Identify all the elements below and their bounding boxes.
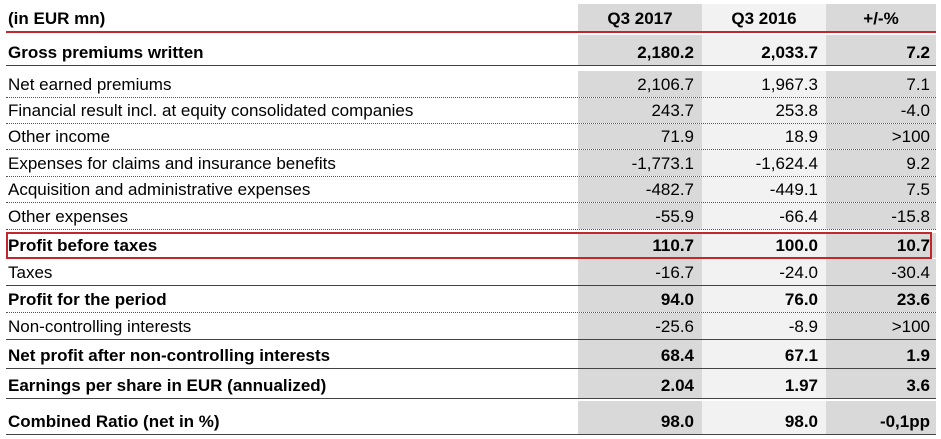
row-label: Other income <box>8 127 111 146</box>
row-label: Net earned premiums <box>8 75 172 94</box>
row-value-change: -4.0 <box>826 98 936 123</box>
row-label: Gross premiums written <box>8 43 204 62</box>
row-value-q3-2016: -24.0 <box>702 259 826 285</box>
row-value-change: >100 <box>826 313 936 339</box>
row-value-q3-2016: -449.1 <box>702 177 826 202</box>
row-value-q3-2017: -1,773.1 <box>578 150 702 176</box>
row-value-change: 10.7 <box>826 233 936 258</box>
row-value-q3-2017: -25.6 <box>578 313 702 339</box>
row-value-q3-2016: 98.0 <box>702 401 826 434</box>
table-row: Other income 71.9 18.9 >100 <box>6 124 936 150</box>
row-value-change: 7.1 <box>826 71 936 97</box>
row-value-q3-2017: 243.7 <box>578 98 702 123</box>
row-value-q3-2016: -1,624.4 <box>702 150 826 176</box>
table-row: Taxes -16.7 -24.0 -30.4 <box>6 259 936 286</box>
table-row-combined-ratio: Combined Ratio (net in %) 98.0 98.0 -0,1… <box>6 401 936 435</box>
row-label: Acquisition and administrative expenses <box>8 180 311 199</box>
row-value-q3-2017: 2.04 <box>578 369 702 398</box>
row-value-q3-2016: -66.4 <box>702 203 826 229</box>
row-value-change: 3.6 <box>826 369 936 398</box>
table-row: Net earned premiums 2,106.7 1,967.3 7.1 <box>6 71 936 98</box>
row-value-q3-2017: -16.7 <box>578 259 702 285</box>
header-col-change: +/-% <box>826 4 936 31</box>
table-row: Expenses for claims and insurance benefi… <box>6 150 936 177</box>
row-label: Financial result incl. at equity consoli… <box>8 101 414 120</box>
row-value-change: 9.2 <box>826 150 936 176</box>
row-value-q3-2017: 71.9 <box>578 124 702 149</box>
row-label: Earnings per share in EUR (annualized) <box>8 376 327 395</box>
table-row: Financial result incl. at equity consoli… <box>6 98 936 124</box>
row-value-q3-2017: -55.9 <box>578 203 702 229</box>
row-label: Non-controlling interests <box>8 317 192 336</box>
row-value-q3-2017: 94.0 <box>578 286 702 312</box>
row-value-q3-2016: 253.8 <box>702 98 826 123</box>
row-value-q3-2016: 1,967.3 <box>702 71 826 97</box>
table-row-profit-before-taxes: Profit before taxes 110.7 100.0 10.7 <box>6 233 936 258</box>
row-value-q3-2016: -8.9 <box>702 313 826 339</box>
header-col-q3-2017: Q3 2017 <box>578 4 702 31</box>
row-value-change: >100 <box>826 124 936 149</box>
row-value-q3-2016: 76.0 <box>702 286 826 312</box>
row-label: Net profit after non-controlling interes… <box>8 346 331 365</box>
row-value-change: -30.4 <box>826 259 936 285</box>
row-value-change: 7.5 <box>826 177 936 202</box>
table-row: Non-controlling interests -25.6 -8.9 >10… <box>6 313 936 340</box>
row-value-q3-2016: 18.9 <box>702 124 826 149</box>
row-value-q3-2016: 67.1 <box>702 340 826 368</box>
row-value-q3-2016: 2,033.7 <box>702 35 826 65</box>
row-value-q3-2017: -482.7 <box>578 177 702 202</box>
row-label: Profit before taxes <box>8 236 158 255</box>
row-value-q3-2017: 98.0 <box>578 401 702 434</box>
row-value-q3-2017: 68.4 <box>578 340 702 368</box>
row-value-q3-2017: 2,106.7 <box>578 71 702 97</box>
row-value-change: 1.9 <box>826 340 936 368</box>
row-value-q3-2016: 100.0 <box>702 233 826 258</box>
row-label: Profit for the period <box>8 290 167 309</box>
row-label: Taxes <box>8 263 53 282</box>
table-row-profit-for-period: Profit for the period 94.0 76.0 23.6 <box>6 286 936 313</box>
row-value-change: 23.6 <box>826 286 936 312</box>
header-col-q3-2016: Q3 2016 <box>702 4 826 31</box>
row-value-q3-2016: 1.97 <box>702 369 826 398</box>
table-header-row: (in EUR mn) Q3 2017 Q3 2016 +/-% <box>6 4 936 33</box>
row-value-q3-2017: 2,180.2 <box>578 35 702 65</box>
table-row: Acquisition and administrative expenses … <box>6 177 936 203</box>
table-row: Other expenses -55.9 -66.4 -15.8 <box>6 203 936 230</box>
table-row-gross-premiums: Gross premiums written 2,180.2 2,033.7 7… <box>6 35 936 66</box>
row-label: Expenses for claims and insurance benefi… <box>8 154 336 173</box>
row-label: Other expenses <box>8 207 129 226</box>
header-unit-label: (in EUR mn) <box>8 9 106 28</box>
row-value-change: -15.8 <box>826 203 936 229</box>
table-row-net-profit: Net profit after non-controlling interes… <box>6 340 936 369</box>
row-value-change: 7.2 <box>826 35 936 65</box>
row-label: Combined Ratio (net in %) <box>8 412 220 431</box>
row-value-q3-2017: 110.7 <box>578 233 702 258</box>
table-row-eps: Earnings per share in EUR (annualized) 2… <box>6 369 936 399</box>
row-value-change: -0,1pp <box>826 401 936 434</box>
